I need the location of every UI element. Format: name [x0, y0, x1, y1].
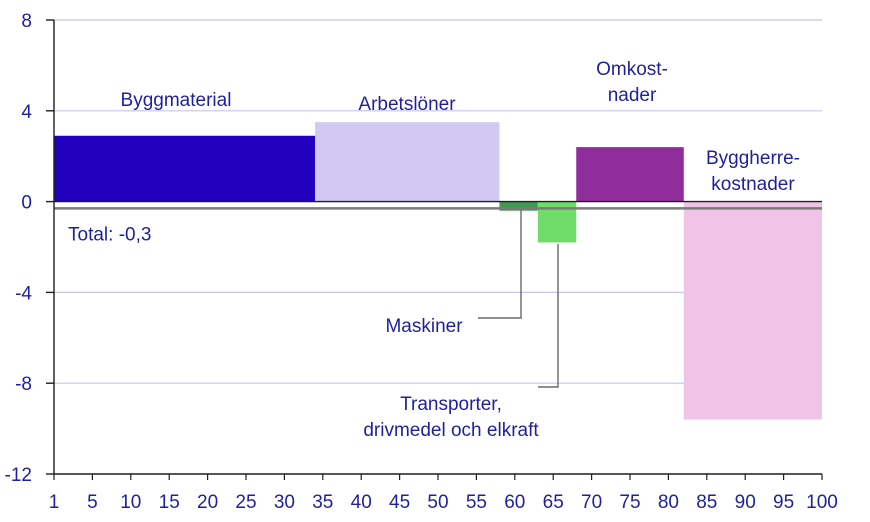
x-tick-label-19: 95	[773, 492, 794, 513]
x-tick-label-9: 45	[389, 492, 410, 513]
x-tick-label-1: 5	[87, 492, 98, 513]
x-tick-label-0: 1	[49, 492, 60, 513]
x-tick-label-13: 65	[543, 492, 564, 513]
y-tick-label-2: 0	[21, 193, 32, 214]
x-tick-label-16: 80	[658, 492, 679, 513]
x-axis-ticks: 1 5 10 15 20 25 30 35 40 45 50 55 60 65 70 75 80 85 90 95 10…	[49, 474, 838, 513]
x-tick-label-14: 70	[581, 492, 602, 513]
y-axis-ticks: 8 4 0 -4 -8 -12	[5, 11, 54, 486]
x-tick-label-18: 90	[735, 492, 756, 513]
leader-lines	[478, 210, 559, 388]
y-tick-label-4: -8	[15, 374, 32, 395]
bar-byggmaterial	[54, 135, 316, 202]
x-tick-label-4: 20	[197, 492, 218, 513]
x-tick-label-3: 15	[159, 492, 180, 513]
x-tick-label-5: 25	[235, 492, 256, 513]
label-4-line-0: Omkost-	[596, 59, 668, 80]
x-tick-label-17: 85	[696, 492, 717, 513]
x-tick-label-15: 75	[619, 492, 640, 513]
bar-byggherrekostnader	[683, 201, 822, 420]
x-tick-label-12: 60	[504, 492, 525, 513]
x-tick-label-10: 50	[427, 492, 448, 513]
label-3-line-1: drivmedel och elkraft	[363, 420, 539, 441]
x-tick-label-11: 55	[466, 492, 487, 513]
x-tick-label-6: 30	[274, 492, 295, 513]
label-1-line-0: Arbetslöner	[358, 94, 456, 115]
bar-arbetslöner	[315, 122, 500, 202]
series-labels: Byggmaterial Arbetslöner Maskiner Transport…	[121, 59, 800, 441]
y-tick-label-5: -12	[5, 465, 32, 486]
leader-maskiner	[478, 210, 522, 319]
label-5-line-1: kostnader	[711, 174, 795, 195]
total-label: Total: -0,3	[68, 224, 151, 245]
x-tick-label-7: 35	[312, 492, 333, 513]
y-tick-label-1: 4	[21, 102, 32, 123]
y-tick-label-3: -4	[15, 283, 32, 304]
label-4-line-1: nader	[608, 85, 657, 106]
label-0-line-0: Byggmaterial	[121, 90, 232, 111]
leader-transporter	[538, 244, 559, 388]
label-2-line-0: Maskiner	[385, 316, 463, 337]
bar-omkostnader	[576, 147, 684, 202]
label-3-line-0: Transporter,	[400, 394, 502, 415]
label-5-line-0: Byggherre-	[706, 148, 800, 169]
y-tick-label-0: 8	[21, 11, 32, 32]
x-tick-label-2: 10	[120, 492, 141, 513]
x-tick-label-20: 100	[806, 492, 838, 513]
bar-maskiner	[499, 201, 538, 211]
x-tick-label-8: 40	[351, 492, 372, 513]
